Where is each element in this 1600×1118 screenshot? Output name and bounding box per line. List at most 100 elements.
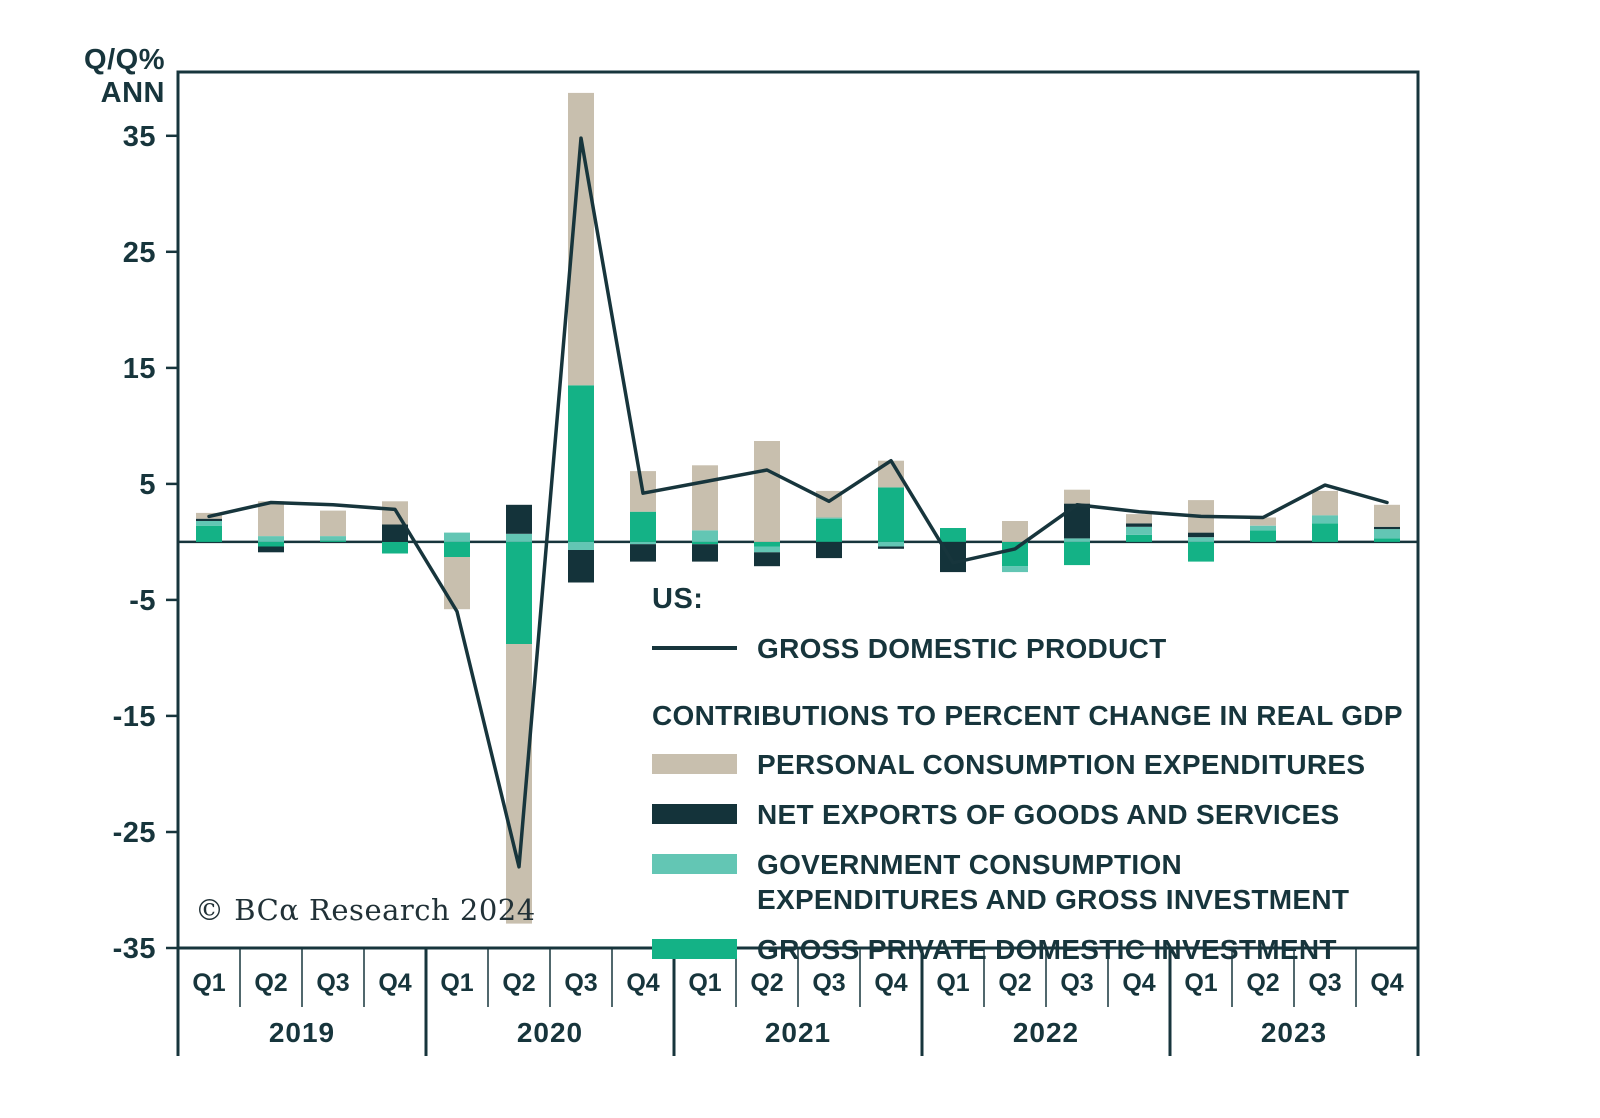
government-swatch-icon (652, 854, 737, 875)
bar-segment-inv (940, 528, 966, 542)
y-tick-label: 35 (123, 121, 156, 153)
quarter-label: Q3 (316, 969, 349, 997)
bar-segment-nx (506, 504, 532, 534)
investment-swatch-icon (652, 938, 737, 959)
bar-segment-inv (816, 518, 842, 542)
quarter-label: Q4 (1122, 969, 1155, 997)
bar-segment-inv (878, 487, 904, 542)
quarter-label: Q4 (626, 969, 659, 997)
quarter-label: Q3 (812, 969, 845, 997)
quarter-label: Q1 (192, 969, 225, 997)
contributions-header: CONTRIBUTIONS TO PERCENT CHANGE IN REAL … (652, 700, 1403, 732)
bar-segment-govt (1374, 529, 1400, 539)
bar-segment-inv (1312, 523, 1338, 542)
bar-segment-govt (878, 541, 904, 547)
y-axis-unit-line2: ANN (100, 77, 165, 110)
legend-item-pce: PERSONAL CONSUMPTION EXPENDITURES (652, 748, 1432, 782)
copyright-notice: © BCα Research 2024 (195, 893, 536, 927)
quarter-label: Q4 (874, 969, 907, 997)
bar-segment-nx (1374, 526, 1400, 530)
quarter-label: Q4 (1370, 969, 1403, 997)
bar-segment-govt (444, 532, 470, 542)
y-tick-label: -5 (129, 585, 156, 617)
quarter-label: Q3 (1308, 969, 1341, 997)
legend-item-net-exports: NET EXPORTS OF GOODS AND SERVICES (652, 798, 1432, 832)
bar-segment-pce (754, 441, 780, 542)
year-label: 2019 (269, 1017, 335, 1048)
legend-item-government: GOVERNMENT CONSUMPTION EXPENDITURES AND … (652, 848, 1432, 916)
bar-segment-inv (258, 541, 284, 547)
bar-segment-inv (320, 540, 346, 542)
bar-segment-inv (1002, 541, 1028, 567)
bar-segment-govt (1188, 537, 1214, 542)
y-tick-label: 15 (123, 353, 156, 385)
quarter-label: Q2 (1246, 969, 1279, 997)
y-axis-unit-label: Q/Q% ANN (0, 44, 165, 111)
bar-segment-inv (506, 541, 532, 644)
legend: US: GROSS DOMESTIC PRODUCT CONTRIBUTIONS… (652, 583, 1432, 983)
bar-segment-pce (1126, 514, 1152, 524)
bar-segment-nx (258, 546, 284, 553)
bar-segment-nx (1188, 532, 1214, 538)
bar-segment-inv (630, 511, 656, 542)
bar-segment-govt (568, 541, 594, 550)
gdp-line-label: GROSS DOMESTIC PRODUCT (757, 633, 1167, 664)
bar-segment-inv (568, 385, 594, 542)
quarter-label: Q2 (502, 969, 535, 997)
year-label: 2020 (517, 1017, 583, 1048)
bar-segment-inv (1064, 541, 1090, 566)
year-label: 2023 (1261, 1017, 1327, 1048)
bar-segment-inv (444, 541, 470, 557)
bar-segment-pce (444, 557, 470, 610)
legend-item-gdp: GROSS DOMESTIC PRODUCT (652, 632, 1432, 666)
legend-item-investment: GROSS PRIVATE DOMESTIC INVESTMENT (652, 933, 1432, 967)
bar-segment-govt (1002, 566, 1028, 573)
bar-segment-inv (1188, 541, 1214, 562)
bar-segment-govt (258, 536, 284, 542)
bar-segment-pce (1250, 517, 1276, 526)
bar-segment-govt (320, 536, 346, 541)
bar-segment-inv (1250, 530, 1276, 542)
quarter-label: Q4 (378, 969, 411, 997)
bar-segment-nx (816, 541, 842, 559)
bar-segment-nx (196, 518, 222, 521)
quarter-label: Q1 (936, 969, 969, 997)
bar-segment-inv (692, 541, 718, 545)
net-exports-swatch-icon (652, 804, 737, 825)
y-tick-label: -15 (113, 701, 156, 733)
quarter-label: Q2 (998, 969, 1031, 997)
year-label: 2022 (1013, 1017, 1079, 1048)
bar-segment-nx (630, 544, 656, 562)
bar-segment-inv (1126, 534, 1152, 542)
gdp-line-sample-icon (652, 646, 737, 650)
bar-segment-govt (506, 533, 532, 542)
quarter-label: Q3 (1060, 969, 1093, 997)
bar-segment-govt (630, 541, 656, 545)
y-tick-label: -35 (113, 933, 156, 965)
bar-segment-govt (1312, 515, 1338, 524)
government-label: GOVERNMENT CONSUMPTION EXPENDITURES AND … (757, 849, 1350, 915)
bar-segment-nx (754, 552, 780, 567)
quarter-label: Q1 (1184, 969, 1217, 997)
bar-segment-pce (1064, 489, 1090, 504)
y-tick-label: 5 (139, 469, 156, 501)
y-axis-unit-line1: Q/Q% (84, 44, 165, 76)
quarter-label: Q2 (750, 969, 783, 997)
bar-segment-govt (196, 521, 222, 526)
bar-segment-nx (878, 546, 904, 549)
y-tick-label: 25 (123, 237, 156, 269)
bar-segment-pce (692, 465, 718, 531)
legend-group-label: US: (652, 583, 704, 615)
quarter-label: Q3 (564, 969, 597, 997)
quarter-label: Q2 (254, 969, 287, 997)
pce-label: PERSONAL CONSUMPTION EXPENDITURES (757, 749, 1366, 781)
gdp-line (207, 136, 1389, 869)
bar-segment-inv (196, 525, 222, 542)
bar-segment-govt (1126, 526, 1152, 535)
quarter-label: Q1 (688, 969, 721, 997)
bar-segment-inv (1374, 538, 1400, 542)
bar-segment-pce (320, 510, 346, 537)
net-exports-label: NET EXPORTS OF GOODS AND SERVICES (757, 799, 1340, 831)
bar-segment-govt (1064, 538, 1090, 542)
